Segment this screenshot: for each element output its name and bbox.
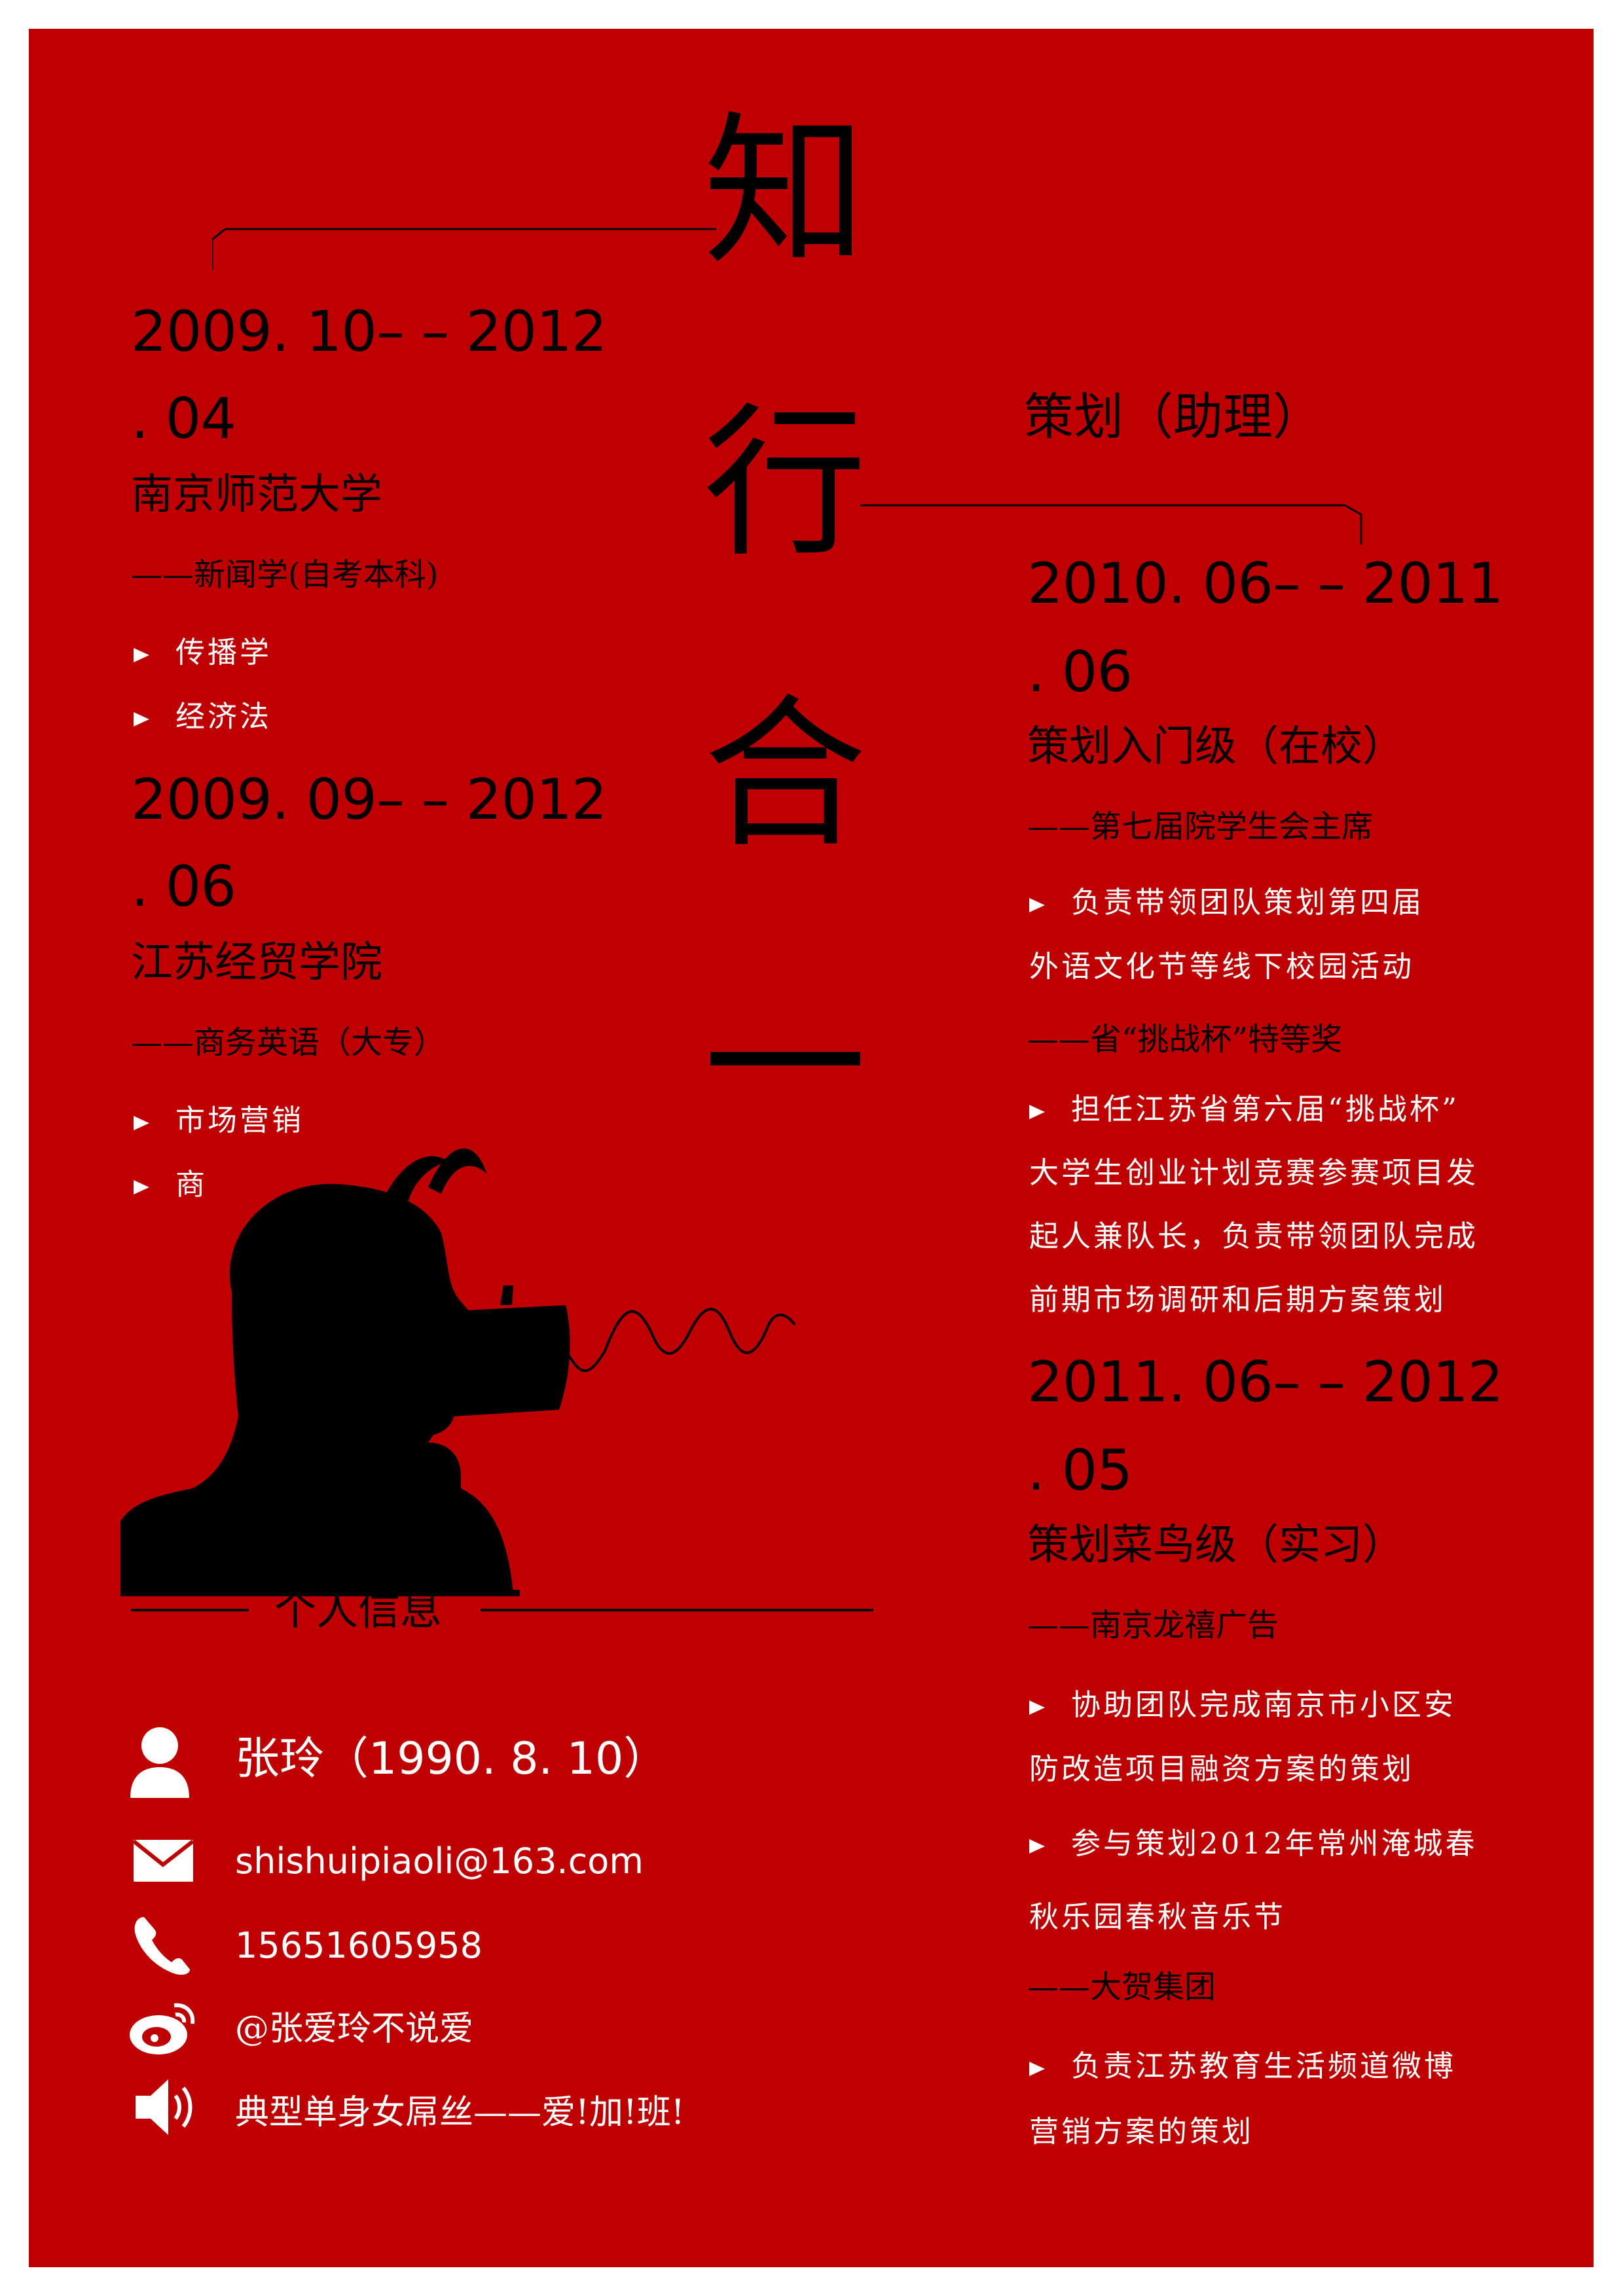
job2-bullet2-line1: 参与策划2012年常州淹城春	[1029, 1829, 1478, 1858]
personal-heading-line-left	[131, 1609, 249, 1611]
job1-date-line1: 2010. 06– – 2011	[1027, 551, 1504, 617]
person-icon	[130, 1727, 189, 1798]
motto-text: 典型单身女屌丝——爱!加!班!	[235, 2093, 685, 2132]
bullet-arrow-icon	[1029, 1839, 1045, 1854]
speaker-icon	[136, 2079, 192, 2135]
weibo-icon	[130, 2003, 195, 2054]
job2-company1: ——南京龙禧广告	[1027, 1607, 1279, 1643]
job2-bullet1-line1: 协助团队完成南京市小区安	[1029, 1690, 1456, 1719]
job1-bullet2-line2: 大学生创业计划竞赛参赛项目发	[1029, 1155, 1479, 1190]
bullet-arrow-icon	[1029, 1104, 1045, 1119]
job1-date-line2: . 06	[1027, 639, 1133, 705]
job1-level: 策划入门级（在校）	[1027, 723, 1404, 771]
job2-bullet1-line2: 防改造项目融资方案的策划	[1029, 1751, 1415, 1786]
job1-bullet1-line2: 外语文化节等线下校园活动	[1029, 949, 1415, 984]
bullet-arrow-icon	[134, 711, 149, 726]
job1-role1: ——第七届院学生会主席	[1027, 808, 1374, 845]
title-char-1: 知	[703, 97, 867, 287]
edu2-date-line1: 2009. 09– – 2012	[131, 767, 608, 833]
bullet-arrow-icon	[1029, 2061, 1045, 2076]
job2-bullet3-line1: 负责江苏教育生活频道微博	[1029, 2051, 1456, 2081]
resume-page: 知 行 合 一 2009. 10– – 2012 . 04 南京师范大学 ——新…	[29, 29, 1594, 2267]
bullet-arrow-icon	[1029, 1700, 1045, 1715]
phone-text: 15651605958	[235, 1925, 483, 1966]
right-bracket-line	[860, 504, 1362, 545]
job1-bullet2-line3: 起人兼队长，负责带领团队完成	[1029, 1219, 1479, 1253]
job2-date-line2: . 05	[1027, 1438, 1133, 1503]
job2-date-line1: 2011. 06– – 2012	[1027, 1350, 1504, 1415]
edu1-major: ——新闻学(自考本科)	[131, 556, 439, 593]
bullet-arrow-icon	[134, 1115, 149, 1130]
edu2-course: 商	[134, 1170, 208, 1199]
job2-company2: ——大贺集团	[1027, 1969, 1216, 2005]
edu1-date-line2: . 04	[131, 386, 236, 452]
edu1-school: 南京师范大学	[131, 471, 382, 519]
job2-bullet3-line2: 营销方案的策划	[1029, 2114, 1254, 2149]
personal-heading: 个人信息	[274, 1587, 442, 1635]
job2-level: 策划菜鸟级（实习）	[1027, 1521, 1404, 1570]
job1-bullet2-line4: 前期市场调研和后期方案策划	[1029, 1282, 1447, 1317]
weibo-text: @张爱玲不说爱	[235, 2009, 474, 2049]
bullet-arrow-icon	[134, 1179, 149, 1194]
right-section-title: 策划（助理）	[1024, 387, 1322, 446]
name-birthdate: 张玲（1990. 8. 10）	[235, 1733, 668, 1785]
personal-heading-line-right	[481, 1609, 873, 1611]
job1-bullet1-line1: 负责带领团队策划第四届	[1029, 888, 1424, 917]
edu2-major: ——商务英语（大专）	[131, 1024, 446, 1061]
edu1-date-line1: 2009. 10– – 2012	[131, 299, 608, 365]
title-char-4: 一	[703, 971, 867, 1161]
title-char-2: 行	[703, 388, 867, 579]
edu2-date-line2: . 06	[131, 854, 236, 920]
edu2-school: 江苏经贸学院	[131, 939, 382, 987]
phone-icon	[134, 1917, 190, 1975]
job2-bullet2-line2: 秋乐园春秋音乐节	[1029, 1899, 1286, 1934]
bullet-arrow-icon	[1029, 897, 1045, 912]
edu2-course: 市场营销	[134, 1105, 304, 1135]
edu1-course: 传播学	[134, 637, 272, 667]
bullet-arrow-icon	[134, 647, 149, 662]
top-left-bracket-line	[212, 228, 716, 270]
mail-icon	[132, 1839, 194, 1882]
silhouette-illustration	[120, 1148, 796, 1596]
title-char-3: 合	[703, 679, 867, 870]
job1-role2: ——省“挑战杯”特等奖	[1027, 1021, 1343, 1058]
job1-bullet2-line1: 担任江苏省第六届“挑战杯”	[1029, 1094, 1459, 1124]
edu1-course: 经济法	[134, 702, 272, 731]
email-text: shishuipiaoli@163.com	[235, 1840, 644, 1882]
